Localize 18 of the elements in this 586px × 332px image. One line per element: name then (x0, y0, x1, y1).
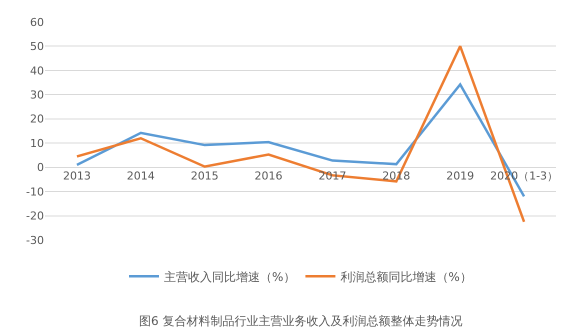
y-tick-label: -30 (26, 234, 44, 247)
y-tick-label: 50 (30, 40, 44, 54)
y-tick-label: 20 (30, 112, 44, 126)
x-tick-label: 2014 (126, 169, 155, 182)
x-tick-label: 2019 (446, 169, 474, 182)
y-tick-label: 60 (30, 16, 44, 29)
x-tick-label: 2016 (254, 169, 283, 182)
caption: 图6 复合材料制品行业主营业务收入及利润总额整体走势情况 (139, 314, 462, 328)
y-tick-label: 30 (30, 88, 44, 102)
x-tick-label: 2015 (190, 169, 219, 182)
y-tick-label: 10 (30, 136, 44, 150)
legend-label: 利润总额同比增速（%） (340, 270, 472, 284)
y-tick-label: 40 (30, 64, 44, 78)
y-tick-label: -20 (26, 210, 44, 223)
y-tick-label: -10 (26, 185, 44, 198)
y-tick-label: 0 (37, 161, 44, 174)
x-tick-label: 2013 (62, 169, 91, 182)
legend-label: 主营收入同比增速（%） (164, 270, 296, 284)
